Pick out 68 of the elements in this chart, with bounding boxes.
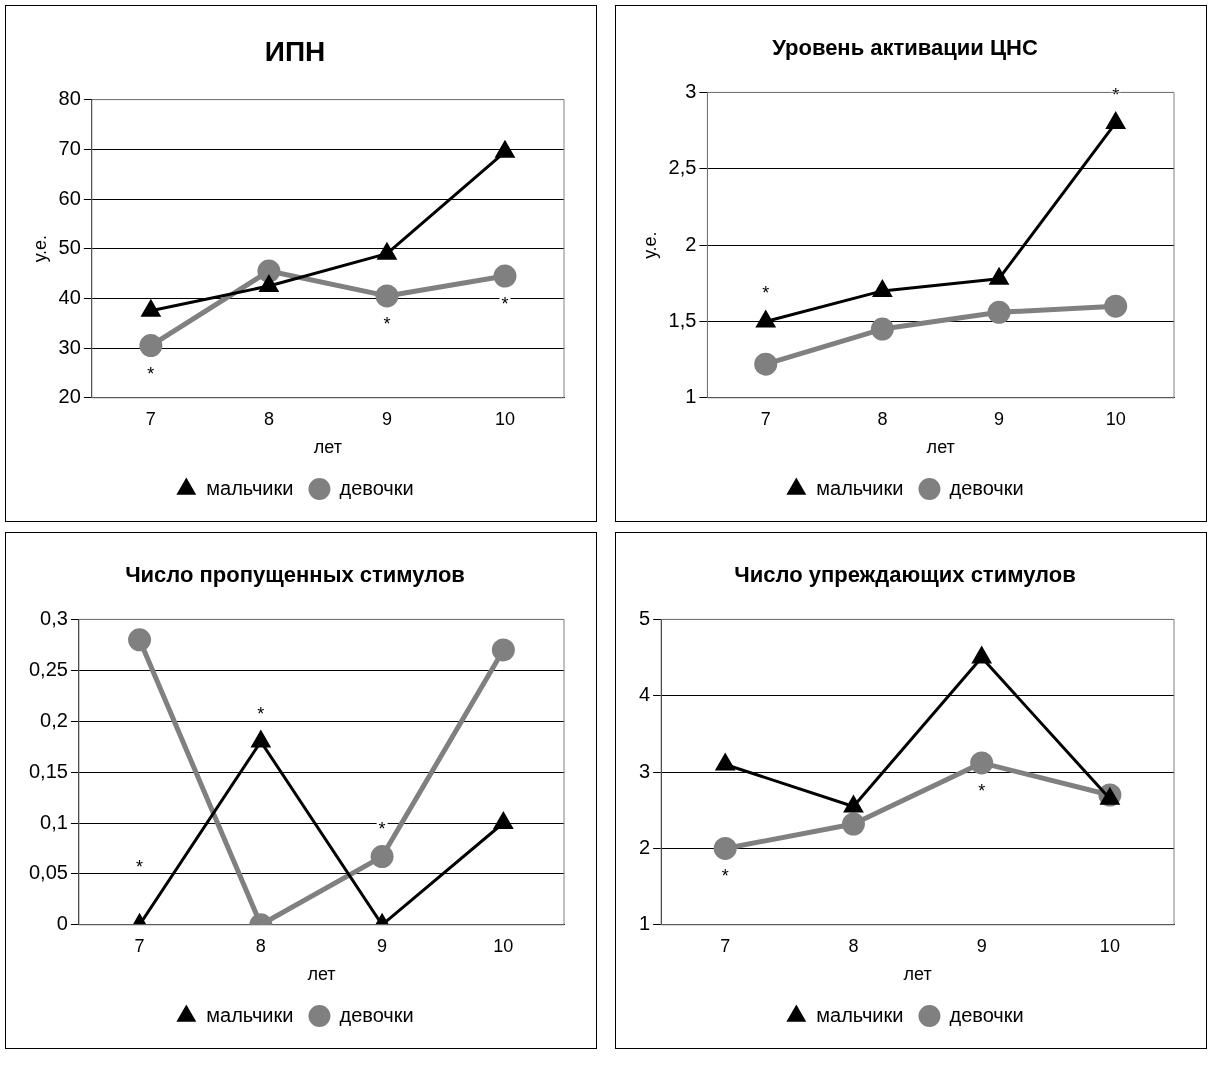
legend-label: мальчики bbox=[206, 1003, 294, 1026]
y-tick-label: 40 bbox=[58, 285, 81, 308]
x-tick-label: 8 bbox=[848, 935, 859, 956]
annotation: * bbox=[501, 294, 509, 314]
x-tick-label: 10 bbox=[493, 935, 514, 956]
chart-title: Число упреждающих стимулов bbox=[734, 562, 1076, 588]
x-tick-label: 8 bbox=[255, 935, 266, 956]
legend-label: девочки bbox=[339, 1003, 414, 1026]
y-tick-label: 50 bbox=[58, 236, 81, 259]
y-tick-label: 0,05 bbox=[28, 861, 68, 884]
x-tick-label: 10 bbox=[1105, 408, 1126, 429]
chart-title: Уровень активации ЦНС bbox=[772, 35, 1038, 61]
annotation: * bbox=[147, 363, 155, 384]
legend-label: девочки bbox=[339, 476, 414, 499]
x-axis-title: лет bbox=[313, 437, 343, 458]
y-tick-label: 0 bbox=[56, 912, 68, 935]
x-axis-title: лет bbox=[926, 437, 955, 458]
chart-title: ИПН bbox=[264, 35, 326, 67]
y-tick-label: 3 bbox=[639, 759, 651, 782]
y-tick-label: 1,5 bbox=[668, 308, 697, 331]
y-tick-label: 0,1 bbox=[40, 810, 68, 833]
y-tick-label: 60 bbox=[58, 186, 81, 209]
annotation: * bbox=[136, 856, 144, 877]
annotation: * bbox=[257, 703, 265, 724]
y-tick-label: 1 bbox=[685, 385, 697, 408]
annotation: * bbox=[762, 283, 770, 304]
y-tick-label: 0,3 bbox=[40, 606, 68, 629]
annotation: * bbox=[383, 313, 391, 334]
legend-label: девочки bbox=[949, 476, 1024, 499]
y-tick-label: 0,2 bbox=[40, 708, 68, 731]
x-tick-label: 10 bbox=[1099, 935, 1120, 956]
x-axis-title: лет bbox=[903, 964, 932, 985]
chart-title: Число пропущенных стимулов bbox=[125, 562, 465, 588]
y-tick-label: 0,25 bbox=[28, 657, 68, 680]
x-tick-label: 8 bbox=[877, 408, 888, 429]
y-tick-label: 5 bbox=[639, 606, 651, 629]
y-tick-label: 0,15 bbox=[28, 759, 68, 782]
x-tick-label: 9 bbox=[377, 935, 388, 956]
legend-label: мальчики bbox=[816, 1003, 904, 1026]
x-axis-title: лет bbox=[307, 964, 336, 985]
legend-label: мальчики bbox=[206, 476, 294, 499]
y-tick-label: 2,5 bbox=[668, 156, 697, 179]
y-tick-label: 4 bbox=[639, 683, 651, 706]
annotation: * bbox=[721, 866, 729, 887]
y-tick-label: 2 bbox=[639, 835, 651, 858]
y-tick-label: 80 bbox=[58, 87, 81, 110]
y-tick-label: 2 bbox=[685, 232, 697, 255]
x-tick-label: 7 bbox=[760, 408, 771, 429]
x-tick-label: 8 bbox=[263, 408, 274, 429]
x-tick-label: 10 bbox=[494, 408, 515, 429]
x-tick-label: 7 bbox=[134, 935, 145, 956]
y-tick-label: 1 bbox=[639, 912, 651, 935]
legend-label: мальчики bbox=[816, 476, 904, 499]
y-tick-label: 30 bbox=[58, 335, 81, 358]
x-tick-label: 9 bbox=[994, 408, 1005, 429]
x-tick-label: 7 bbox=[145, 408, 156, 429]
x-tick-label: 9 bbox=[381, 408, 392, 429]
annotation: * bbox=[378, 818, 386, 839]
y-tick-label: 70 bbox=[58, 136, 81, 159]
y-axis-title: у.е. bbox=[29, 235, 50, 263]
y-tick-label: 20 bbox=[58, 385, 81, 408]
annotation: * bbox=[978, 780, 986, 801]
y-tick-label: 3 bbox=[685, 79, 697, 102]
y-axis-title: у.е. bbox=[639, 231, 660, 259]
legend-label: девочки bbox=[949, 1003, 1024, 1026]
x-tick-label: 9 bbox=[976, 935, 987, 956]
annotation: * bbox=[1112, 84, 1120, 105]
x-tick-label: 7 bbox=[720, 935, 731, 956]
